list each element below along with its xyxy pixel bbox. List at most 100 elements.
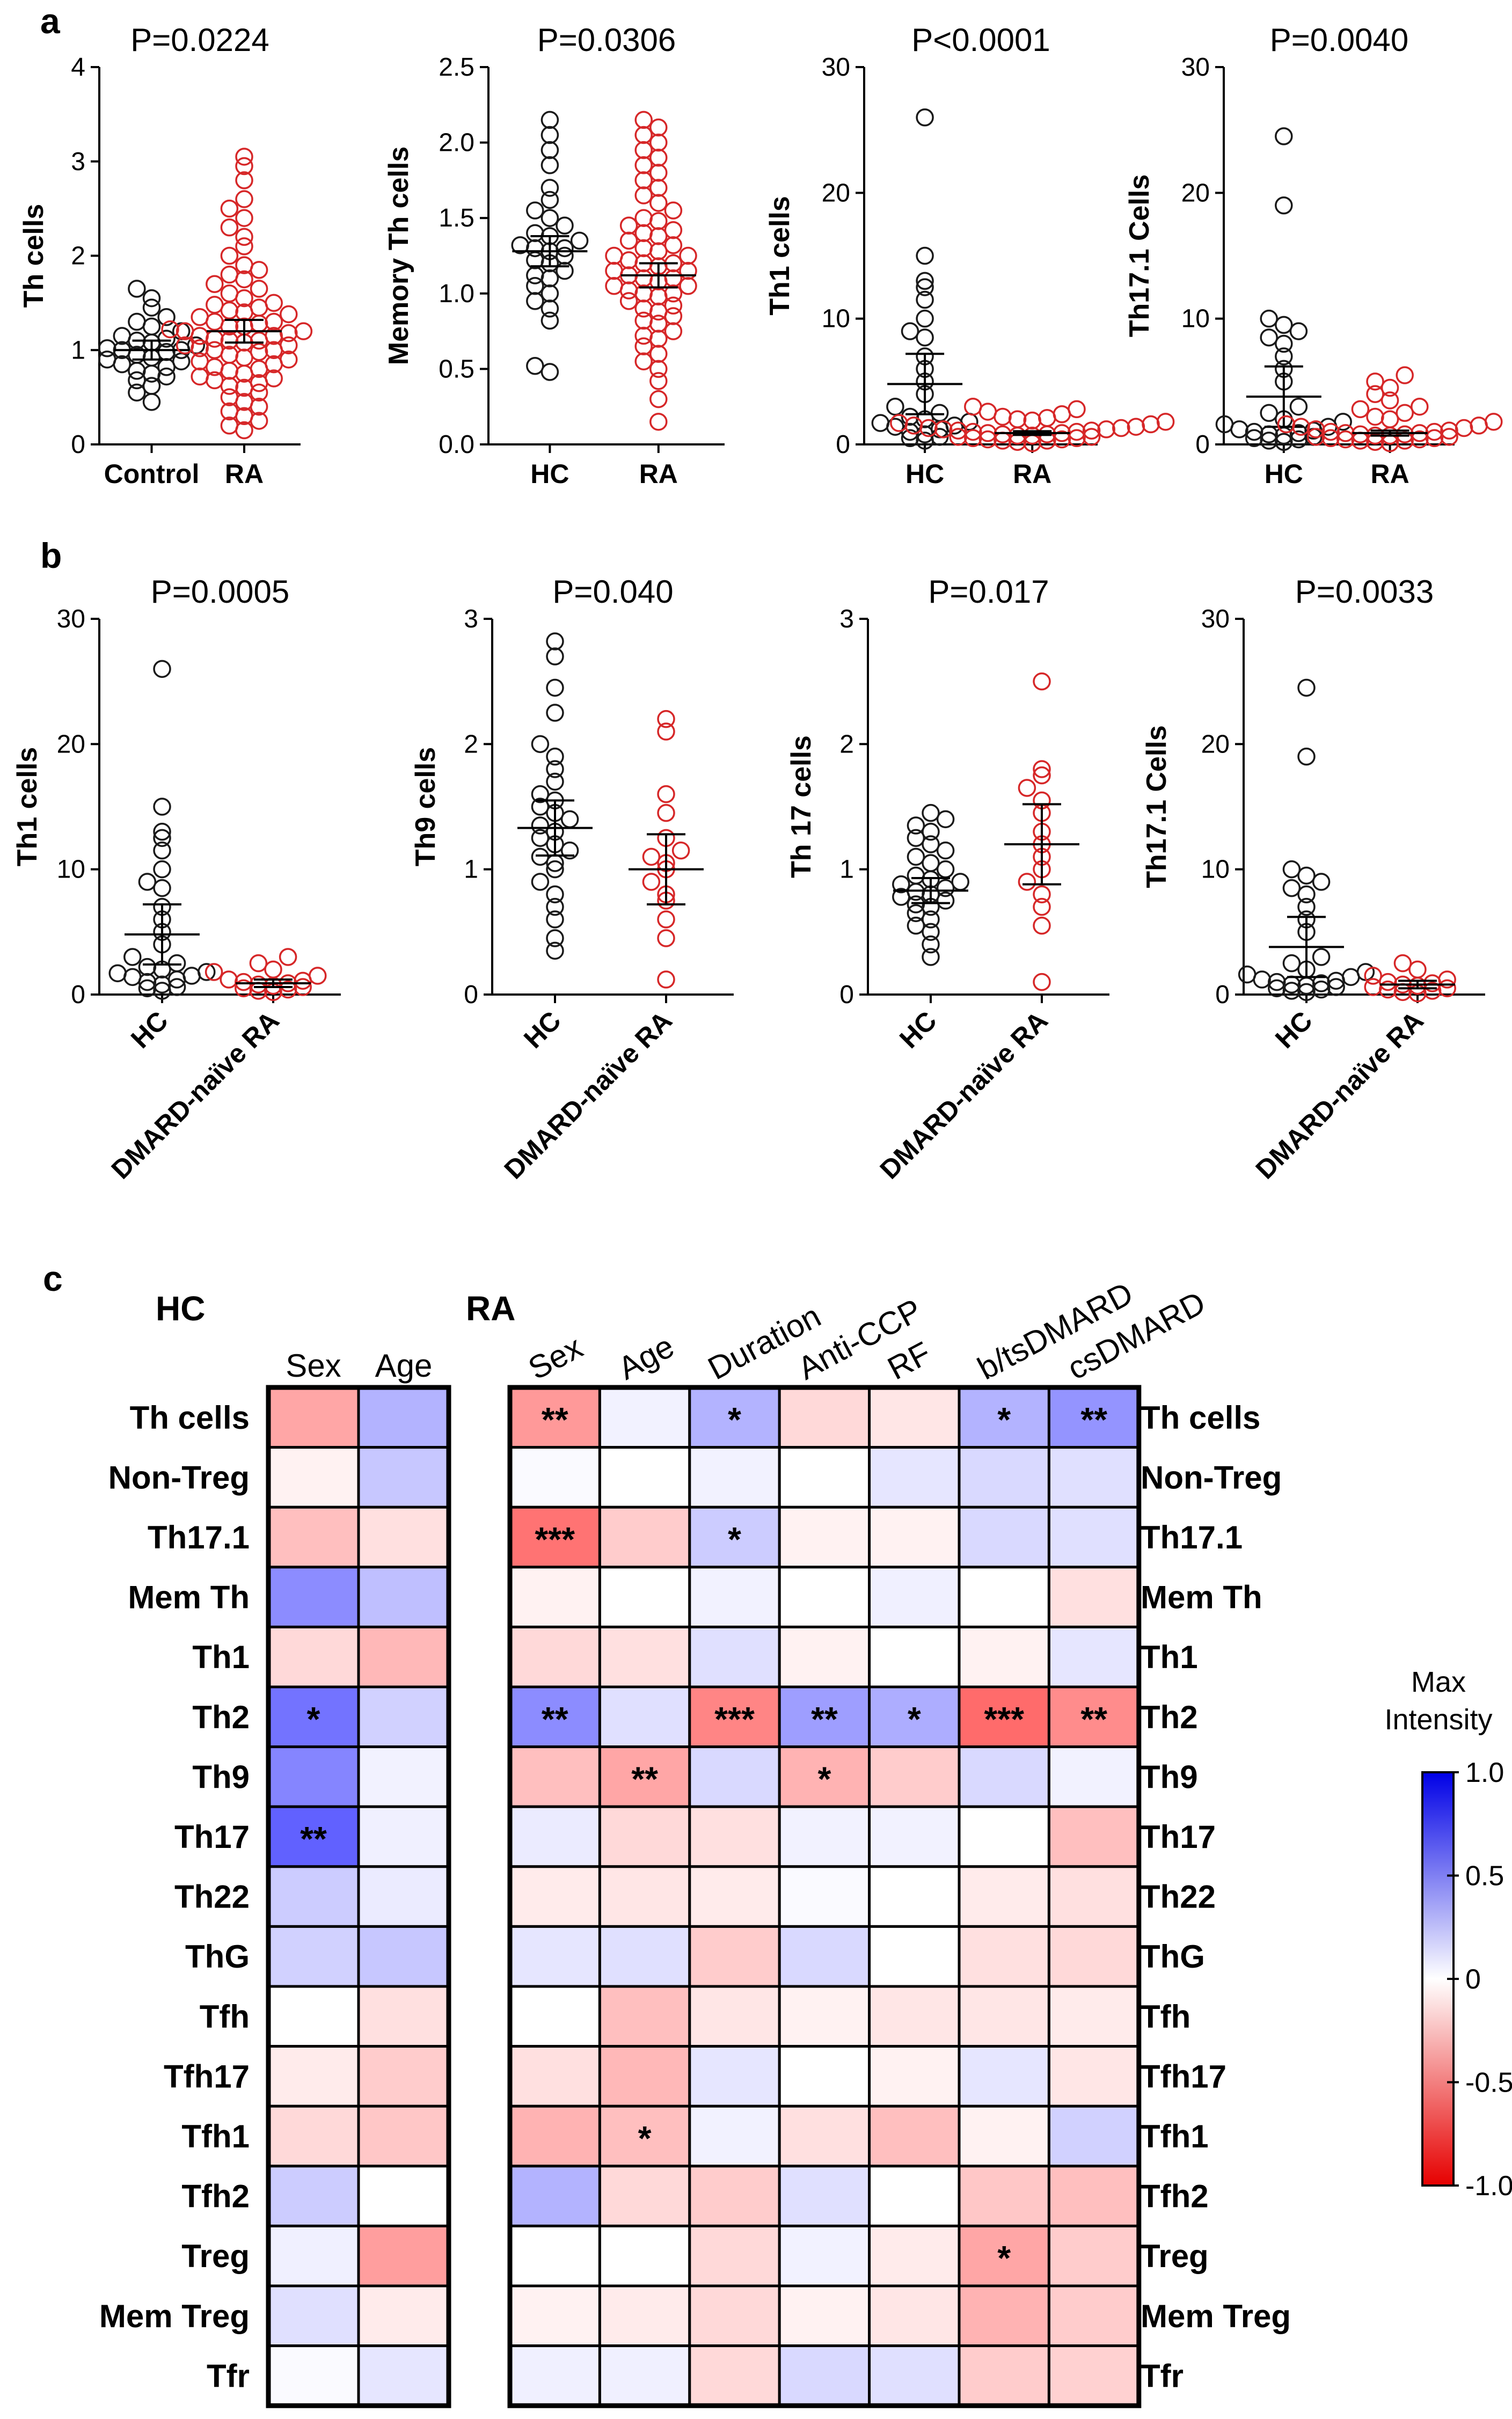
y-tick-label: 0.5	[439, 355, 474, 383]
data-point	[642, 847, 661, 866]
data-point	[220, 331, 239, 350]
hc-row-label: ThG	[185, 1939, 250, 1975]
ra-heatmap-cell	[688, 1985, 781, 2048]
data-point	[657, 710, 675, 728]
scatter-plot-2: P=0.0306 Memory Th cells 0.0 0.5 1.0 1.5 2.0 2.…	[383, 22, 725, 489]
p-value-title: P=0.0005	[151, 574, 290, 610]
y-tick-label: 3	[464, 605, 478, 633]
data-point	[922, 854, 940, 872]
y-tick-label: 0	[1195, 430, 1210, 459]
ra-heatmap-cell	[508, 1566, 601, 1628]
x-category-label: RA	[639, 459, 678, 489]
data-point	[634, 224, 653, 243]
data-point	[1033, 672, 1051, 691]
data-point	[1297, 897, 1316, 916]
ra-heatmap-cell	[688, 2165, 781, 2227]
y-tick-label: 2	[71, 242, 85, 271]
hc-heatmap-cell	[267, 1625, 360, 1689]
data-point	[220, 402, 239, 421]
ra-heatmap-cell	[508, 1446, 601, 1509]
panel-letter-a: a	[40, 1, 61, 41]
hc-row-label: Mem Treg	[99, 2298, 250, 2334]
data-point	[556, 261, 574, 280]
hc-row-label: Tfh17	[164, 2058, 250, 2094]
hc-heatmap-cell	[267, 1446, 360, 1509]
ra-heatmap-cell	[778, 2045, 871, 2108]
data-point	[540, 141, 559, 159]
data-point	[191, 367, 209, 386]
data-point	[657, 785, 675, 803]
ra-significance-stars: **	[811, 1700, 838, 1738]
data-point	[1068, 422, 1086, 441]
ra-significance-stars: **	[631, 1759, 658, 1798]
y-tick-label: 30	[57, 605, 85, 633]
ra-heatmap-cell	[958, 1865, 1050, 1928]
data-point	[1275, 316, 1293, 334]
data-point	[546, 647, 564, 666]
data-point	[206, 341, 224, 359]
ra-heatmap-cell	[508, 1925, 601, 1988]
hc-heatmap-cell	[357, 1566, 450, 1628]
data-point	[1112, 419, 1130, 437]
data-point	[649, 372, 668, 390]
ra-heatmap-cell	[598, 1985, 691, 2048]
hc-heatmap-cell	[357, 1625, 450, 1689]
data-point	[664, 284, 683, 303]
ra-heatmap-cell	[958, 2284, 1050, 2348]
hc-heatmap-cell	[357, 1446, 450, 1509]
ra-heatmap-cell	[1047, 2344, 1141, 2407]
data-point	[916, 108, 934, 127]
data-point	[649, 148, 668, 167]
hc-heatmap-cell	[357, 1506, 450, 1569]
ra-heatmap-cell	[598, 1446, 691, 1509]
data-point	[1033, 916, 1051, 935]
ra-row-label: Tfh1	[1141, 2118, 1209, 2154]
hc-heatmap-cell	[267, 1386, 360, 1449]
ra-heatmap-cell	[778, 1805, 871, 1868]
ra-significance-stars: *	[908, 1700, 921, 1738]
data-point	[634, 156, 653, 174]
ra-significance-stars: ***	[984, 1700, 1024, 1738]
data-point	[235, 237, 253, 255]
hc-heatmap-cell	[267, 2284, 360, 2348]
data-point	[1260, 404, 1278, 422]
data-point	[1082, 421, 1101, 440]
data-point	[634, 299, 653, 318]
hc-heatmap-title: HC	[156, 1289, 205, 1328]
ra-heatmap-cell	[958, 1386, 1050, 1449]
data-point	[1282, 879, 1301, 897]
ra-heatmap-cell	[868, 1925, 961, 1988]
ra-heatmap-cell	[778, 1566, 871, 1628]
data-point	[1334, 413, 1352, 431]
ra-heatmap-cell	[1047, 2284, 1141, 2348]
hc-row-label: Th22	[174, 1879, 250, 1915]
data-point	[1275, 127, 1293, 145]
data-point	[901, 407, 919, 426]
data-point	[916, 309, 934, 328]
ra-row-label: Tfh17	[1141, 2058, 1226, 2094]
data-point	[1033, 973, 1051, 991]
data-point	[634, 326, 653, 345]
data-point	[907, 829, 925, 847]
colorbar-title-line2: Intensity	[1384, 1704, 1492, 1736]
data-point	[634, 352, 653, 371]
ra-heatmap-cell	[868, 2045, 961, 2108]
hc-row-label: Mem Th	[128, 1580, 250, 1616]
ra-row-label: Tfh2	[1141, 2179, 1209, 2215]
data-point	[916, 272, 934, 290]
y-tick-label: 3	[71, 148, 85, 176]
data-point	[153, 841, 171, 860]
ra-heatmap-cell	[868, 1985, 961, 2048]
ra-heatmap-cell	[1047, 1985, 1141, 2048]
y-tick-label: 10	[57, 856, 85, 884]
data-point	[1297, 866, 1316, 885]
p-value-title: P=0.0033	[1295, 574, 1434, 610]
data-point	[526, 224, 544, 243]
data-point	[153, 798, 171, 816]
data-point	[657, 970, 675, 989]
ra-heatmap-cell	[958, 2224, 1050, 2288]
y-tick-label: 1	[464, 856, 478, 884]
data-point	[1364, 967, 1382, 985]
data-point	[1396, 404, 1414, 422]
